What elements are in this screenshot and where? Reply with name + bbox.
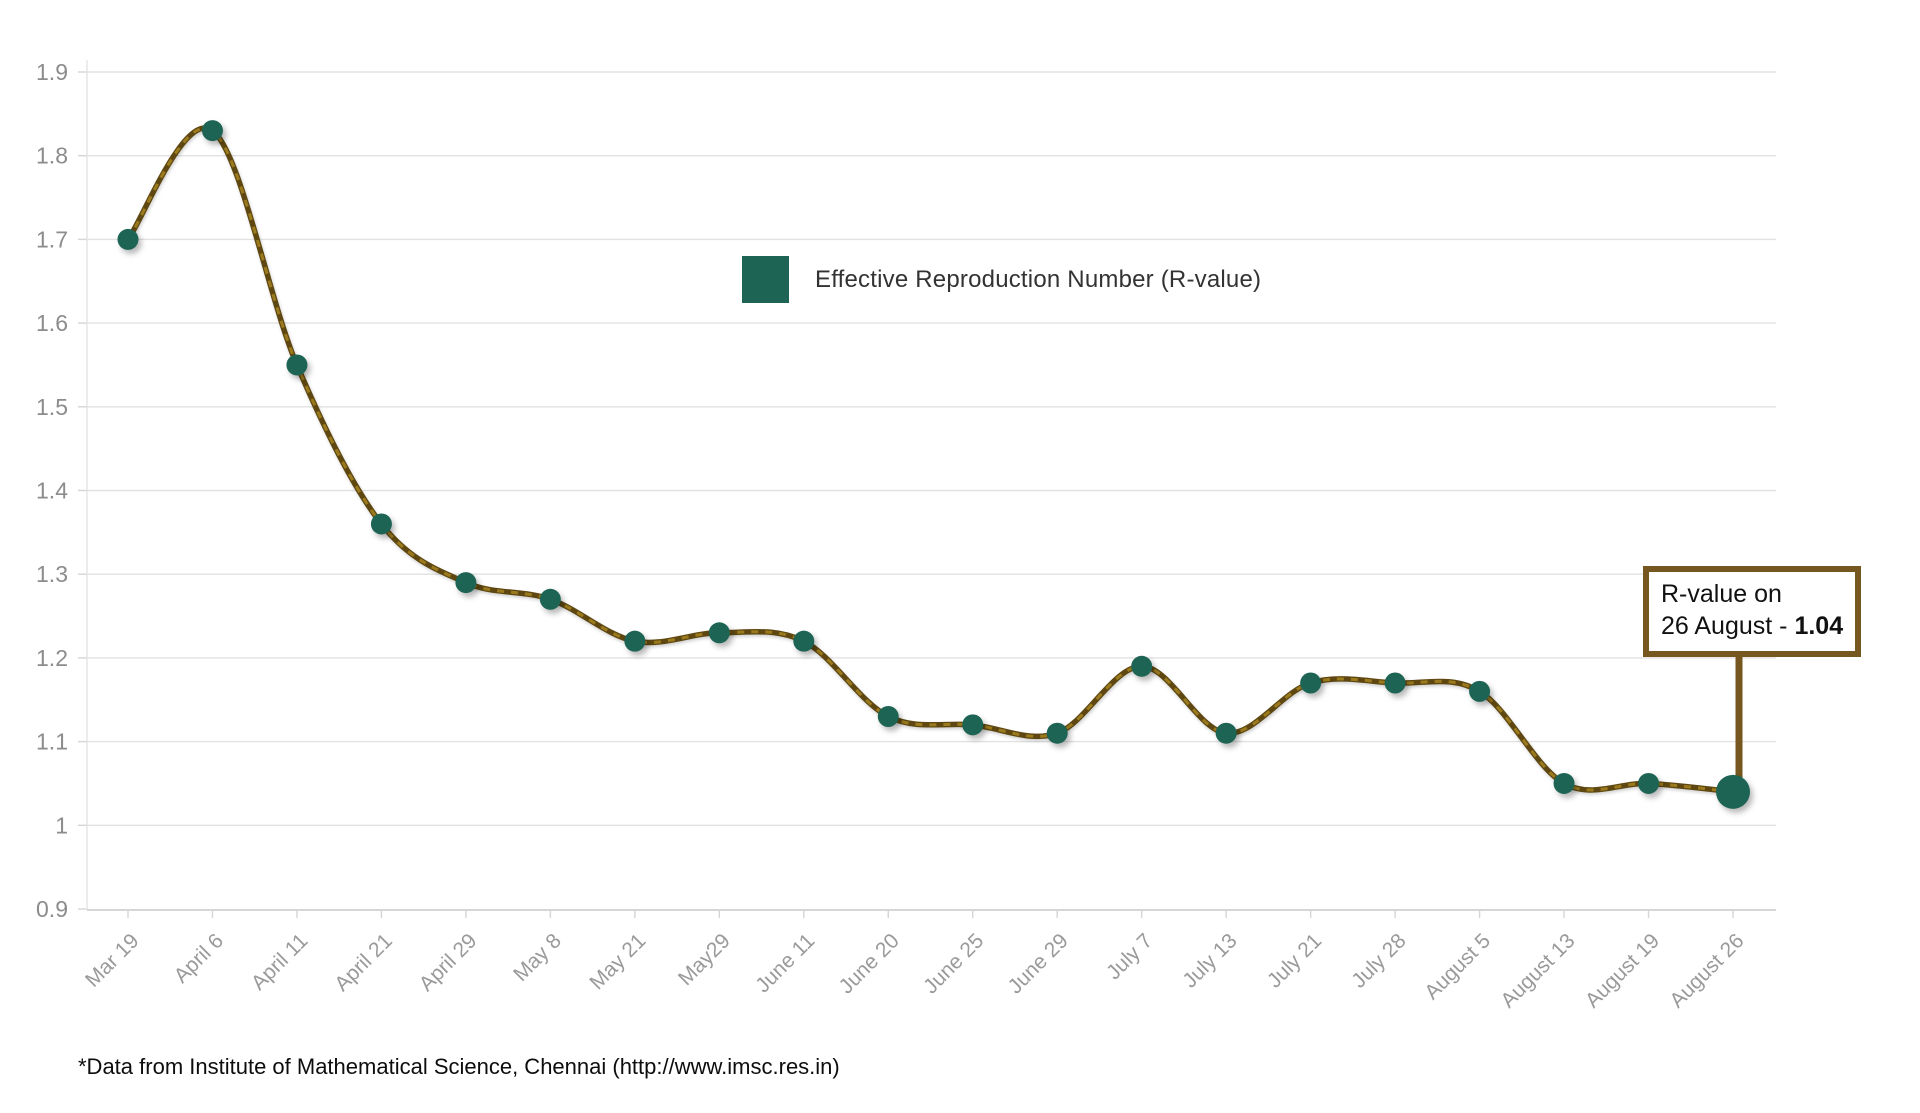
data-point-may29[interactable] [708, 622, 730, 644]
x-axis-label: May 21 [585, 929, 650, 994]
annotation-line2: 26 August - 1.04 [1661, 611, 1844, 640]
x-axis-label: June 29 [1004, 929, 1073, 998]
data-point-mar-19[interactable] [117, 228, 139, 250]
y-axis-label: 1.1 [36, 729, 68, 755]
data-point-may-21[interactable] [624, 630, 646, 652]
data-point-july-21[interactable] [1300, 672, 1322, 694]
y-axis-label: 1.9 [36, 59, 68, 85]
y-axis-label: 1.6 [36, 310, 68, 336]
data-point-august-19[interactable] [1638, 772, 1660, 794]
x-axis-label: August 19 [1581, 929, 1664, 1012]
data-point-august-26[interactable] [1716, 774, 1750, 809]
x-axis-label: August 26 [1665, 929, 1748, 1012]
series-line-group [125, 125, 1736, 795]
x-axis-label: May29 [674, 929, 735, 990]
data-point-june-29[interactable] [1046, 722, 1068, 744]
x-axis-label: April 21 [330, 929, 397, 996]
x-axis-label: Mar 19 [81, 929, 143, 991]
y-axis-label: 1.5 [36, 394, 68, 420]
x-axis-label: August 5 [1420, 929, 1495, 1004]
data-point-july-7[interactable] [1131, 655, 1153, 677]
y-axis-label: 1.3 [36, 561, 68, 587]
x-axis-label: July 7 [1102, 929, 1157, 984]
y-axis-label: 0.9 [36, 896, 68, 922]
series-line [125, 125, 1736, 795]
data-point-april-29[interactable] [455, 572, 477, 594]
y-axis-label: 1 [55, 812, 68, 838]
data-source-note: *Data from Institute of Mathematical Sci… [78, 1054, 840, 1079]
data-point-group [117, 120, 1750, 809]
x-axis-label: June 25 [919, 929, 988, 998]
annotation-value: 1.04 [1794, 611, 1844, 640]
x-axis-label: April 6 [170, 929, 228, 987]
data-point-june-25[interactable] [962, 714, 984, 736]
x-axis-label: May 8 [509, 929, 566, 986]
data-point-june-20[interactable] [877, 705, 899, 727]
x-axis-label: June 20 [835, 929, 904, 998]
x-axis-label: April 11 [247, 929, 313, 995]
x-axis-label: July 28 [1347, 929, 1410, 992]
x-axis-label: April 29 [415, 929, 482, 996]
data-point-july-13[interactable] [1215, 722, 1237, 744]
data-point-july-28[interactable] [1384, 672, 1406, 694]
x-axis-label: July 13 [1178, 929, 1241, 992]
x-axis-label: July 21 [1263, 929, 1326, 992]
data-point-april-21[interactable] [370, 513, 392, 535]
data-point-june-11[interactable] [793, 630, 815, 652]
y-axis-label: 1.7 [36, 226, 68, 252]
y-axis-label: 1.4 [36, 478, 68, 504]
y-axis-label: 1.8 [36, 143, 68, 169]
data-point-april-6[interactable] [201, 120, 223, 142]
legend-swatch [742, 256, 789, 303]
legend-label: Effective Reproduction Number (R-value) [815, 265, 1262, 293]
annotation-callout: R-value on 26 August - 1.04 [1643, 566, 1862, 657]
annotation-line1: R-value on [1661, 580, 1782, 608]
x-axis-label: June 11 [751, 929, 819, 997]
data-point-august-13[interactable] [1553, 772, 1575, 794]
data-point-may-8[interactable] [539, 588, 561, 610]
y-axis-label: 1.2 [36, 645, 68, 671]
data-point-april-11[interactable] [286, 354, 308, 376]
series-line-texture [126, 126, 1734, 794]
legend[interactable]: Effective Reproduction Number (R-value) [742, 256, 1261, 303]
x-axis-label: August 13 [1496, 929, 1579, 1012]
data-point-august-5[interactable] [1469, 680, 1491, 702]
